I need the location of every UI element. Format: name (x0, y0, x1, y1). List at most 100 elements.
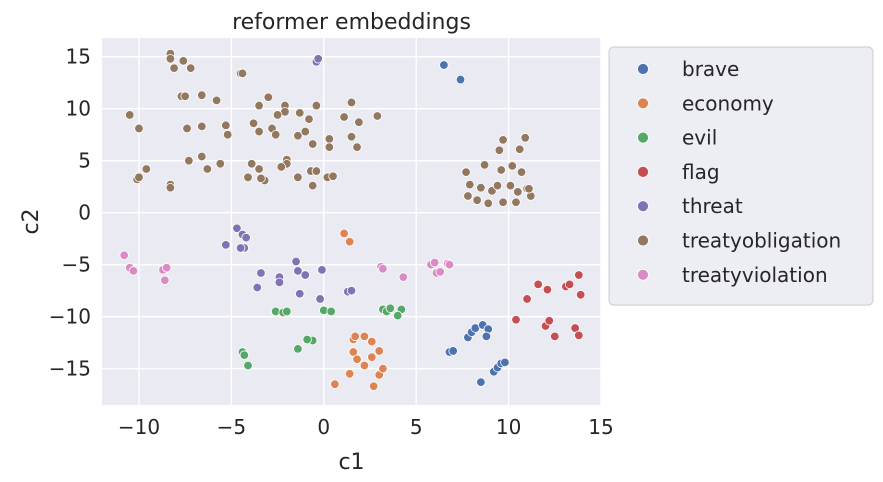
point-treatyobligation (463, 191, 473, 201)
point-threat (315, 294, 325, 304)
point-treatyviolation (435, 267, 445, 277)
y-tick-label: 15 (66, 45, 91, 69)
point-treatyobligation (197, 121, 207, 132)
point-treatyobligation (465, 179, 475, 190)
point-treatyobligation (492, 180, 503, 191)
point-economy (367, 352, 377, 362)
point-treatyobligation (237, 68, 248, 79)
point-treatyobligation (472, 195, 482, 205)
point-treatyobligation (222, 129, 233, 140)
legend-frame (608, 46, 874, 306)
point-treatyobligation (511, 197, 521, 207)
point-treatyviolation (378, 264, 388, 274)
point-evil (302, 334, 312, 345)
point-economy (368, 381, 379, 391)
legend-marker-treatyobligation (637, 234, 649, 247)
point-treatyobligation (513, 187, 523, 197)
point-treatyviolation (160, 275, 170, 285)
point-treatyobligation (354, 117, 364, 127)
point-treatyobligation (498, 135, 508, 145)
x-tick-label: 10 (496, 415, 521, 439)
point-evil (293, 344, 303, 354)
point-treatyobligation (182, 123, 192, 134)
point-treatyobligation (352, 142, 362, 152)
point-treatyviolation (429, 257, 440, 268)
point-treatyobligation (311, 166, 322, 176)
point-treatyobligation (307, 180, 318, 191)
point-treatyviolation (119, 250, 129, 260)
point-brave (500, 357, 510, 368)
point-treatyobligation (476, 183, 486, 193)
point-treatyobligation (186, 63, 196, 73)
point-threat (317, 265, 327, 275)
point-threat (293, 266, 303, 276)
point-flag (550, 331, 560, 342)
point-treatyobligation (372, 111, 383, 121)
point-treatyobligation (479, 160, 490, 170)
y-tick-label: −5 (62, 253, 91, 277)
point-treatyobligation (307, 139, 318, 149)
point-treatyobligation (494, 145, 505, 155)
point-threat (232, 223, 242, 233)
point-brave (455, 74, 466, 85)
legend-marker-flag (637, 165, 649, 178)
x-tick-label: −10 (118, 415, 160, 439)
point-economy (344, 369, 355, 379)
point-treatyobligation (276, 162, 286, 172)
point-threat (256, 268, 266, 278)
point-threat (346, 285, 357, 296)
point-threat (252, 282, 262, 293)
point-threat (235, 243, 246, 253)
point-treatyobligation (215, 159, 225, 169)
point-brave (481, 331, 492, 342)
point-treatyobligation (243, 172, 253, 183)
y-tick-label: 5 (78, 149, 91, 173)
point-flag (511, 315, 521, 325)
point-treatyobligation (248, 118, 259, 128)
point-treatyobligation (516, 167, 527, 177)
point-treatyobligation (346, 97, 357, 108)
point-treatyobligation (180, 91, 190, 101)
point-treatyviolation (128, 266, 139, 276)
x-axis-label: c1 (338, 450, 364, 475)
point-treatyobligation (141, 164, 152, 174)
point-economy (344, 237, 355, 247)
point-treatyobligation (202, 164, 213, 174)
point-treatyviolation (444, 259, 455, 270)
point-treatyobligation (125, 110, 135, 120)
point-evil (393, 310, 403, 321)
point-evil (385, 303, 396, 314)
point-flag (574, 330, 584, 341)
x-tick-label: 0 (317, 415, 330, 439)
point-economy (378, 363, 388, 374)
point-economy (348, 347, 359, 357)
point-brave (476, 377, 486, 387)
point-economy (374, 346, 384, 356)
legend-marker-evil (637, 131, 649, 144)
point-treatyobligation (254, 100, 264, 111)
point-flag (522, 294, 532, 304)
legend-label-brave: brave (682, 57, 739, 81)
point-threat (300, 270, 310, 280)
y-tick-label: −10 (49, 305, 91, 329)
point-treatyobligation (304, 114, 314, 124)
point-treatyobligation (184, 155, 194, 166)
point-treatyobligation (256, 173, 266, 184)
point-flag (544, 316, 554, 326)
point-economy (367, 336, 377, 347)
legend-label-threat: threat (682, 194, 743, 218)
x-tick-labels: −10 −5 0 5 10 15 (118, 415, 614, 439)
point-economy (330, 379, 340, 389)
point-flag (575, 290, 586, 300)
point-evil (326, 306, 336, 317)
point-threat (295, 289, 305, 299)
point-threat (291, 256, 301, 267)
x-tick-label: 15 (588, 415, 613, 439)
y-tick-label: −15 (49, 357, 91, 381)
point-economy (352, 354, 362, 364)
point-treatyobligation (311, 100, 322, 111)
data-points (119, 48, 586, 391)
point-treatyobligation (263, 92, 274, 102)
legend-marker-treatyviolation (637, 268, 649, 281)
